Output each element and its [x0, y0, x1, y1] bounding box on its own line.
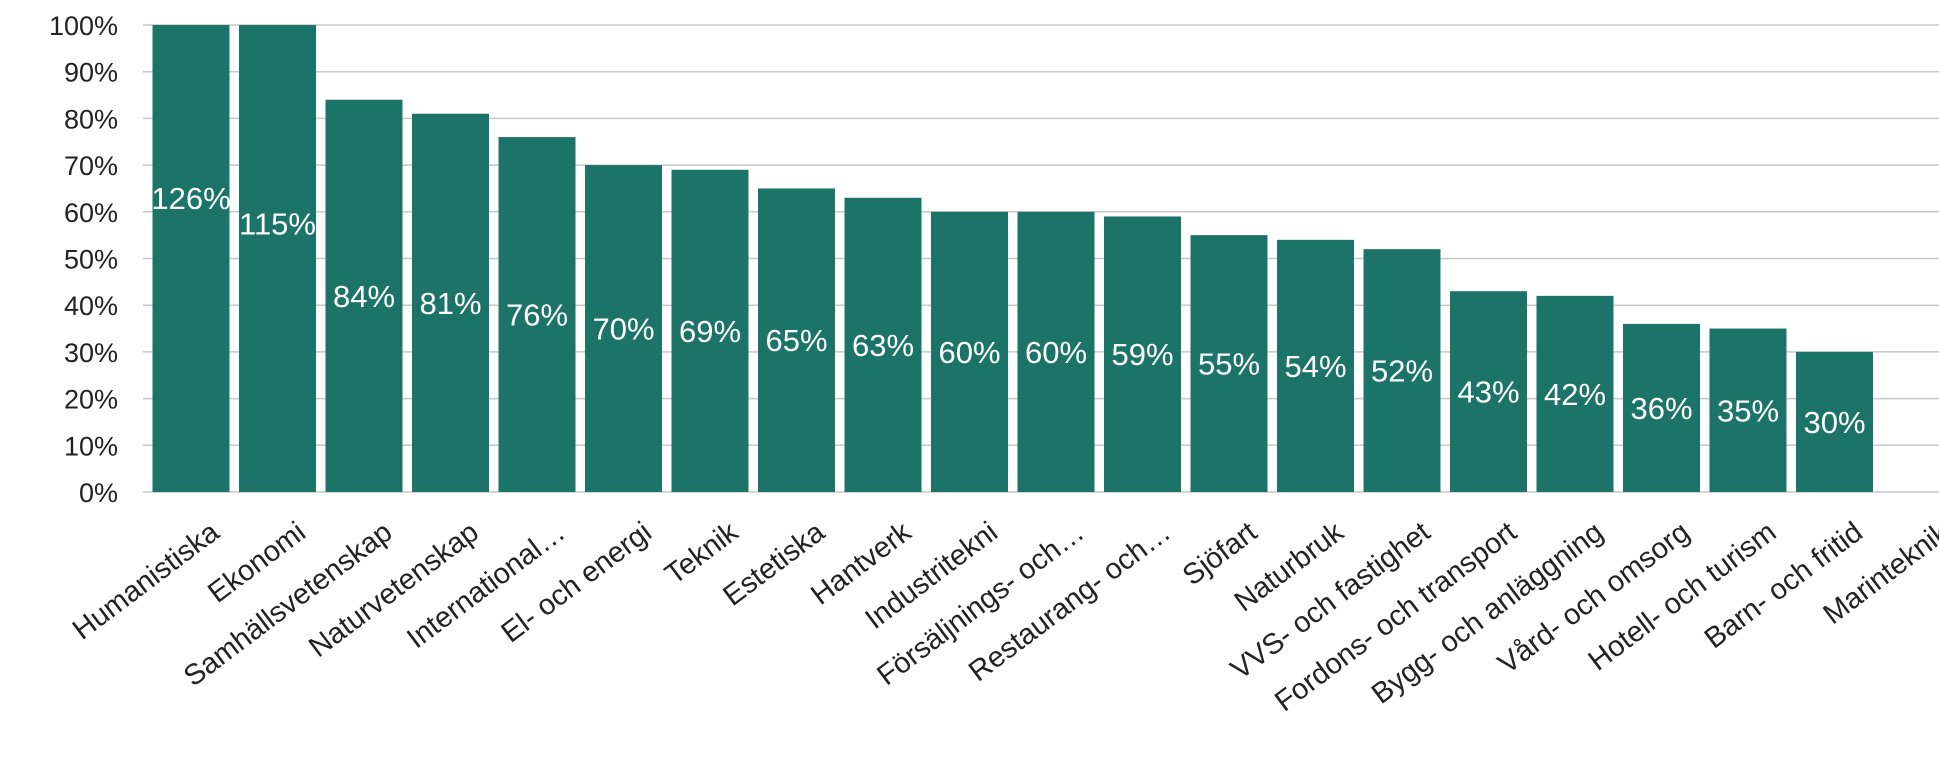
y-tick-label: 10%: [64, 431, 118, 461]
x-axis-labels: HumanistiskaEkonomiSamhällsvetenskapNatu…: [67, 516, 1939, 719]
bar: [585, 165, 662, 492]
category-label: El- och energi: [496, 516, 658, 649]
data-label: 84%: [333, 279, 395, 314]
bar: [325, 99, 403, 492]
y-axis-ticks: 0% 10% 20% 30% 40% 50% 60% 70% 80% 90% 100%: [49, 11, 118, 508]
bar: [758, 188, 835, 492]
bar: [844, 197, 922, 493]
data-label: 63%: [852, 328, 914, 363]
data-label: 115%: [239, 206, 316, 241]
bar: [1709, 328, 1787, 492]
bar: [239, 25, 316, 492]
y-tick-label: 90%: [64, 58, 118, 88]
data-label: 126%: [151, 181, 230, 216]
y-tick-label: 70%: [64, 151, 118, 181]
data-label: 35%: [1717, 393, 1779, 428]
data-label: 43%: [1457, 375, 1519, 410]
y-tick-label: 80%: [64, 104, 118, 134]
y-tick-label: 20%: [64, 385, 118, 415]
data-labels: 126% 115% 84% 81% 76% 70% 69% 65% 63% 60% 60% 59% 55…: [151, 181, 1865, 440]
bar: [1277, 239, 1354, 492]
data-label: 60%: [1025, 335, 1087, 370]
y-tick-label: 100%: [49, 11, 118, 41]
y-tick-label: 30%: [64, 338, 118, 368]
data-label: 59%: [1111, 337, 1173, 372]
category-label: Humanistiska: [67, 516, 226, 647]
bar: [1623, 323, 1700, 492]
bar: [1536, 295, 1614, 492]
data-label: 55%: [1198, 347, 1260, 382]
data-label: 69%: [679, 314, 741, 349]
data-label: 60%: [938, 335, 1000, 370]
data-label: 52%: [1371, 354, 1433, 389]
bar: [1450, 291, 1527, 492]
bar: [1796, 351, 1873, 492]
y-tick-label: 60%: [64, 198, 118, 228]
bar: [498, 137, 576, 492]
data-label: 65%: [765, 323, 827, 358]
data-label: 36%: [1630, 391, 1692, 426]
data-label: 76%: [506, 298, 568, 333]
data-label: 81%: [419, 286, 481, 321]
y-tick-label: 40%: [64, 291, 118, 321]
data-label: 70%: [592, 312, 654, 347]
bars: [152, 25, 1873, 493]
bar: [152, 25, 230, 492]
bar: [412, 113, 489, 492]
data-label: 42%: [1544, 377, 1606, 412]
bar: [1363, 249, 1441, 492]
data-label: 54%: [1284, 349, 1346, 384]
y-tick-label: 0%: [79, 478, 118, 508]
bar: [1017, 211, 1095, 493]
bar: [671, 169, 749, 492]
bar: [1190, 235, 1268, 492]
bar: [931, 211, 1008, 493]
y-tick-label: 50%: [64, 245, 118, 275]
bar: [1104, 216, 1181, 492]
data-label: 30%: [1803, 405, 1865, 440]
